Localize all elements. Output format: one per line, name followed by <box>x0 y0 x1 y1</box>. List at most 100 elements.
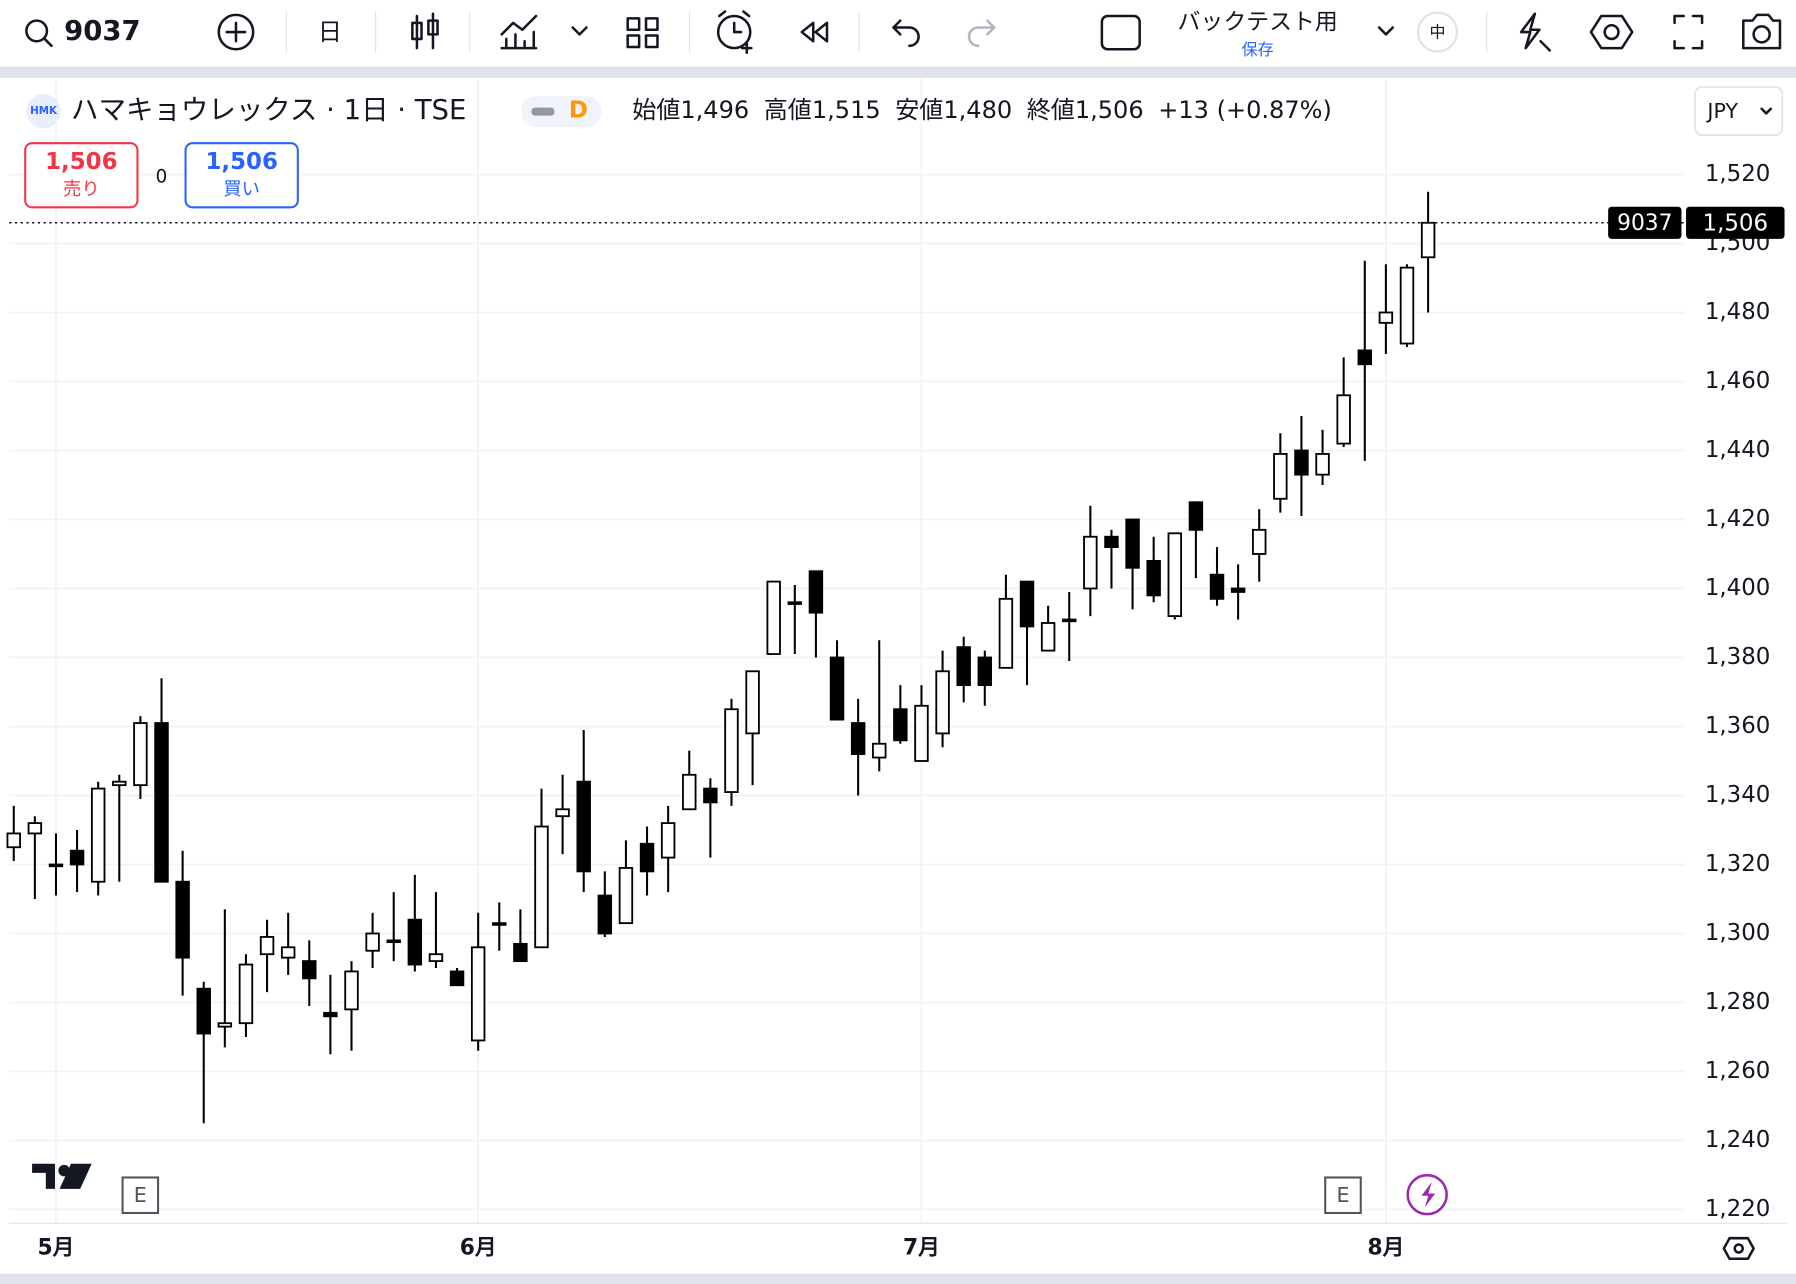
y-tick-label: 1,260 <box>1705 1058 1771 1084</box>
candle-body <box>365 932 380 952</box>
y-tick-label: 1,380 <box>1705 644 1771 670</box>
candle-body <box>1357 349 1372 366</box>
candle-body <box>302 960 317 980</box>
buy-button[interactable] <box>184 142 299 209</box>
tv-logo-dot <box>58 1164 70 1177</box>
event-marker[interactable] <box>121 1176 160 1215</box>
replay[interactable] <box>800 21 829 43</box>
price-label-box <box>1686 206 1785 239</box>
ohlc-label: 高値 <box>764 96 812 124</box>
fullscreen[interactable] <box>1673 14 1704 50</box>
alert[interactable] <box>716 14 752 50</box>
candle-body <box>1146 559 1161 597</box>
currency-button[interactable] <box>1694 86 1784 137</box>
candle-body <box>27 822 43 835</box>
screenshot-lens <box>1752 25 1771 44</box>
candle-body <box>787 601 803 605</box>
candle-body <box>344 970 359 1011</box>
undo[interactable] <box>892 19 920 48</box>
y-tick-label: 1,440 <box>1705 437 1771 463</box>
symbol[interactable]: 9037 <box>64 15 140 47</box>
currency: JPY <box>1705 99 1738 123</box>
indicators-menu[interactable] <box>571 26 588 36</box>
interval[interactable]: 日 <box>318 18 342 46</box>
redo[interactable] <box>967 19 996 48</box>
y-tick-label: 1,280 <box>1705 989 1771 1015</box>
quick-search[interactable] <box>1519 12 1551 52</box>
y-tick-label: 1,220 <box>1705 1196 1771 1222</box>
layouts[interactable] <box>626 17 659 49</box>
ohlc-value: 1,506 <box>1075 96 1144 124</box>
legend-title[interactable]: ハマキョウレックス · 1日 · TSE <box>71 94 466 126</box>
ohlc-label: 始値 <box>632 96 680 124</box>
candle-body <box>449 970 465 987</box>
candle-body <box>1188 501 1204 531</box>
badge-ring <box>1416 11 1459 53</box>
sell-price: 1,506 <box>45 149 117 175</box>
candle-body <box>703 787 718 804</box>
candle-body <box>808 570 824 614</box>
axis-settings-center <box>1733 1243 1744 1254</box>
settings[interactable] <box>1589 14 1634 50</box>
event-marker[interactable] <box>1324 1176 1362 1215</box>
sell-button[interactable] <box>24 142 139 209</box>
x-tick-label: 5月 <box>38 1235 75 1260</box>
candle-body <box>1420 221 1436 259</box>
candle-body <box>513 942 528 963</box>
candle-body <box>428 953 444 963</box>
candle-body <box>766 580 781 655</box>
layout-menu[interactable] <box>1377 26 1395 36</box>
candle-body <box>238 963 254 1025</box>
ohlc-label: 終値 <box>1027 96 1075 124</box>
y-tick-label: 1,460 <box>1705 368 1771 394</box>
candle-body <box>935 670 950 735</box>
candle-body <box>90 787 106 883</box>
y-tick-label: 1,480 <box>1705 299 1771 325</box>
tv-logo <box>32 1163 92 1189</box>
price-symbol: 9037 <box>1617 211 1672 236</box>
candle-body <box>660 822 676 859</box>
y-tick-label: 1,320 <box>1705 851 1771 877</box>
candle-body <box>956 646 971 687</box>
candle-body <box>682 773 697 811</box>
candle-body <box>323 1011 338 1018</box>
candle-body <box>1083 535 1098 590</box>
flag-pill <box>521 96 602 128</box>
candle-body <box>259 936 275 956</box>
candle-body <box>154 722 169 883</box>
candle-body <box>1315 453 1330 476</box>
event-label: E <box>1336 1183 1349 1207</box>
badge[interactable]: 中 <box>1429 23 1445 42</box>
candle-body <box>175 880 190 959</box>
candle-body <box>1252 528 1267 555</box>
indicators[interactable] <box>500 14 538 50</box>
chart-type[interactable] <box>411 12 439 50</box>
buy-price: 1,506 <box>205 149 277 175</box>
candle-body <box>217 1022 233 1028</box>
candle-body <box>280 946 296 959</box>
candle-body <box>6 832 21 849</box>
search-icon[interactable] <box>25 19 49 43</box>
candle-body <box>470 946 486 1042</box>
candle-body <box>1273 453 1288 500</box>
lightning-icon <box>1421 1182 1436 1208</box>
screenshot[interactable] <box>1742 13 1782 50</box>
axis-settings[interactable] <box>1722 1236 1755 1261</box>
symbol-logo-text: HMK <box>30 105 58 117</box>
candle-body <box>1378 311 1394 324</box>
add-symbol[interactable] <box>217 13 255 51</box>
ohlc-value: 1,480 <box>943 96 1012 124</box>
layout-name[interactable]: バックテスト用 <box>1178 9 1338 35</box>
candle-body <box>1294 449 1309 476</box>
y-tick-label: 1,340 <box>1705 782 1771 808</box>
candle-body <box>850 722 866 756</box>
y-tick-label: 1,400 <box>1705 575 1771 601</box>
sell-label: 売り <box>63 179 100 200</box>
candle-body <box>618 867 634 925</box>
ohlc: 始値1,496 高値1,515 安値1,480 終値1,506 +13 (+0.… <box>632 96 1332 124</box>
candle-body <box>196 987 211 1035</box>
bottom-border <box>0 1273 1796 1284</box>
candle-body <box>829 656 845 721</box>
layout-icon[interactable] <box>1100 14 1141 51</box>
